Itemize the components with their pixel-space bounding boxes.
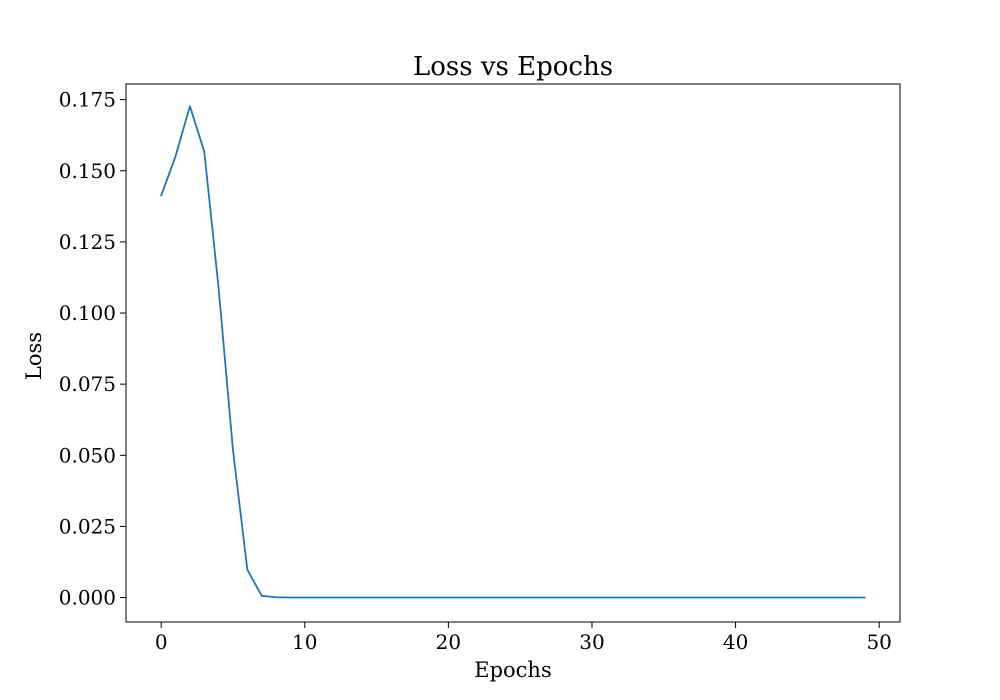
y-tick-label: 0.075 (59, 372, 116, 396)
x-tick-label: 0 (155, 630, 168, 654)
x-tick-label: 20 (436, 630, 461, 654)
y-tick-label: 0.125 (59, 230, 116, 254)
x-tick-label: 40 (723, 630, 748, 654)
y-tick-label: 0.000 (59, 586, 116, 610)
y-tick-label: 0.150 (59, 159, 116, 183)
x-axis-ticks: 0 10 20 30 40 50 (155, 622, 892, 654)
series-layer (160, 105, 866, 599)
y-axis-ticks: 0.000 0.025 0.050 0.075 0.100 0.125 0.150 0.175 (59, 88, 126, 610)
chart-title: Loss vs Epochs (413, 52, 613, 82)
y-tick-label: 0.025 (59, 514, 116, 538)
x-tick-label: 30 (579, 630, 604, 654)
y-axis-label: Loss (22, 332, 46, 380)
x-tick-label: 50 (866, 630, 891, 654)
loss-line (160, 105, 866, 599)
plot-frame (125, 83, 901, 623)
y-tick-label: 0.100 (59, 301, 116, 325)
y-tick-label: 0.050 (59, 443, 116, 467)
x-tick-label: 10 (292, 630, 317, 654)
y-tick-label: 0.175 (59, 88, 116, 112)
x-axis-label: Epochs (474, 658, 551, 682)
